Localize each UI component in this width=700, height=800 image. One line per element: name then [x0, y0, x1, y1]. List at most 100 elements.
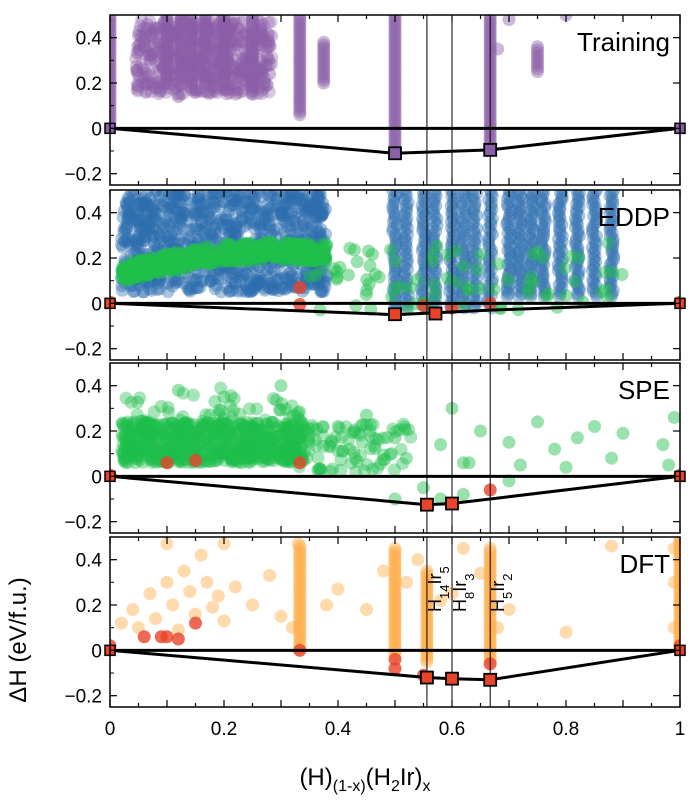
data-point: [212, 407, 226, 421]
data-point: [209, 19, 223, 33]
data-point: [139, 67, 153, 81]
data-point: [183, 584, 197, 598]
hull-candidate-point: [189, 453, 202, 467]
data-point: [185, 20, 199, 34]
data-point: [246, 25, 259, 39]
hull-marker: [420, 497, 434, 512]
data-point: [419, 237, 433, 251]
data-point: [155, 217, 169, 231]
data-point: [133, 240, 147, 254]
data-point: [131, 197, 145, 211]
data-point: [388, 102, 402, 116]
data-point: [662, 458, 676, 472]
data-point: [398, 231, 412, 245]
data-point: [253, 204, 267, 218]
data-point: [168, 31, 182, 45]
data-point: [228, 227, 242, 241]
data-point: [161, 401, 175, 415]
data-point: [225, 34, 239, 48]
data-point: [254, 67, 268, 81]
data-point: [242, 208, 256, 222]
data-point: [163, 45, 177, 59]
data-point: [294, 202, 308, 216]
data-point: [298, 205, 312, 219]
data-point: [170, 75, 184, 89]
data-point: [524, 212, 538, 226]
data-point: [198, 22, 212, 36]
data-point: [343, 241, 357, 255]
data-point: [209, 29, 223, 43]
data-point: [313, 269, 327, 283]
data-point: [153, 229, 167, 243]
data-point: [110, 19, 117, 33]
data-point: [230, 80, 244, 94]
data-point: [255, 274, 269, 288]
data-point: [207, 66, 221, 80]
data-point: [284, 193, 298, 207]
data-point: [143, 217, 157, 231]
data-point: [429, 240, 443, 254]
data-point: [256, 215, 270, 229]
data-point: [300, 225, 314, 239]
data-point: [458, 253, 472, 267]
data-point: [388, 431, 402, 445]
data-point: [185, 57, 199, 71]
data-point: [307, 205, 321, 219]
data-point: [159, 19, 173, 33]
data-point: [301, 190, 315, 204]
data-point: [228, 38, 242, 52]
data-point: [195, 205, 209, 219]
data-point: [232, 190, 246, 201]
data-point: [388, 75, 402, 89]
data-point: [315, 252, 329, 266]
data-point: [256, 18, 270, 32]
data-point: [427, 208, 441, 222]
data-point: [130, 77, 144, 91]
data-point: [217, 17, 231, 31]
data-point: [335, 431, 349, 445]
data-point: [500, 215, 514, 229]
data-point: [559, 460, 573, 474]
data-point: [293, 77, 307, 91]
convex-hull: [109, 474, 681, 507]
data-point: [427, 247, 441, 261]
data-point: [429, 224, 443, 238]
data-point: [504, 261, 518, 275]
data-point: [531, 62, 544, 76]
data-point: [150, 283, 164, 297]
x-tick-label: 0.2: [211, 719, 237, 740]
data-point: [512, 269, 526, 283]
data-point: [133, 216, 147, 230]
data-point: [268, 198, 282, 212]
data-point: [246, 598, 259, 612]
data-point: [141, 224, 155, 238]
data-point: [185, 40, 199, 54]
data-point: [291, 225, 305, 239]
data-point: [148, 25, 162, 39]
data-point: [242, 195, 256, 209]
data-point: [388, 254, 402, 268]
data-point: [293, 91, 307, 105]
data-point: [260, 59, 274, 73]
data-point: [513, 235, 527, 249]
data-point: [400, 253, 414, 267]
data-point: [174, 68, 188, 81]
data-point: [200, 85, 214, 99]
data-point: [228, 35, 242, 49]
data-point: [142, 197, 156, 211]
data-point: [513, 278, 527, 292]
data-point: [411, 553, 425, 567]
data-point: [320, 598, 334, 612]
data-point: [202, 15, 216, 29]
data-point: [222, 78, 236, 92]
data-point: [267, 281, 281, 295]
data-point: [267, 283, 281, 297]
data-point: [245, 50, 259, 64]
data-point: [457, 228, 471, 242]
data-point: [553, 287, 567, 301]
data-point: [185, 68, 199, 82]
data-point: [283, 273, 297, 287]
data-point: [198, 42, 212, 56]
data-point: [198, 24, 212, 38]
data-point: [211, 56, 225, 70]
